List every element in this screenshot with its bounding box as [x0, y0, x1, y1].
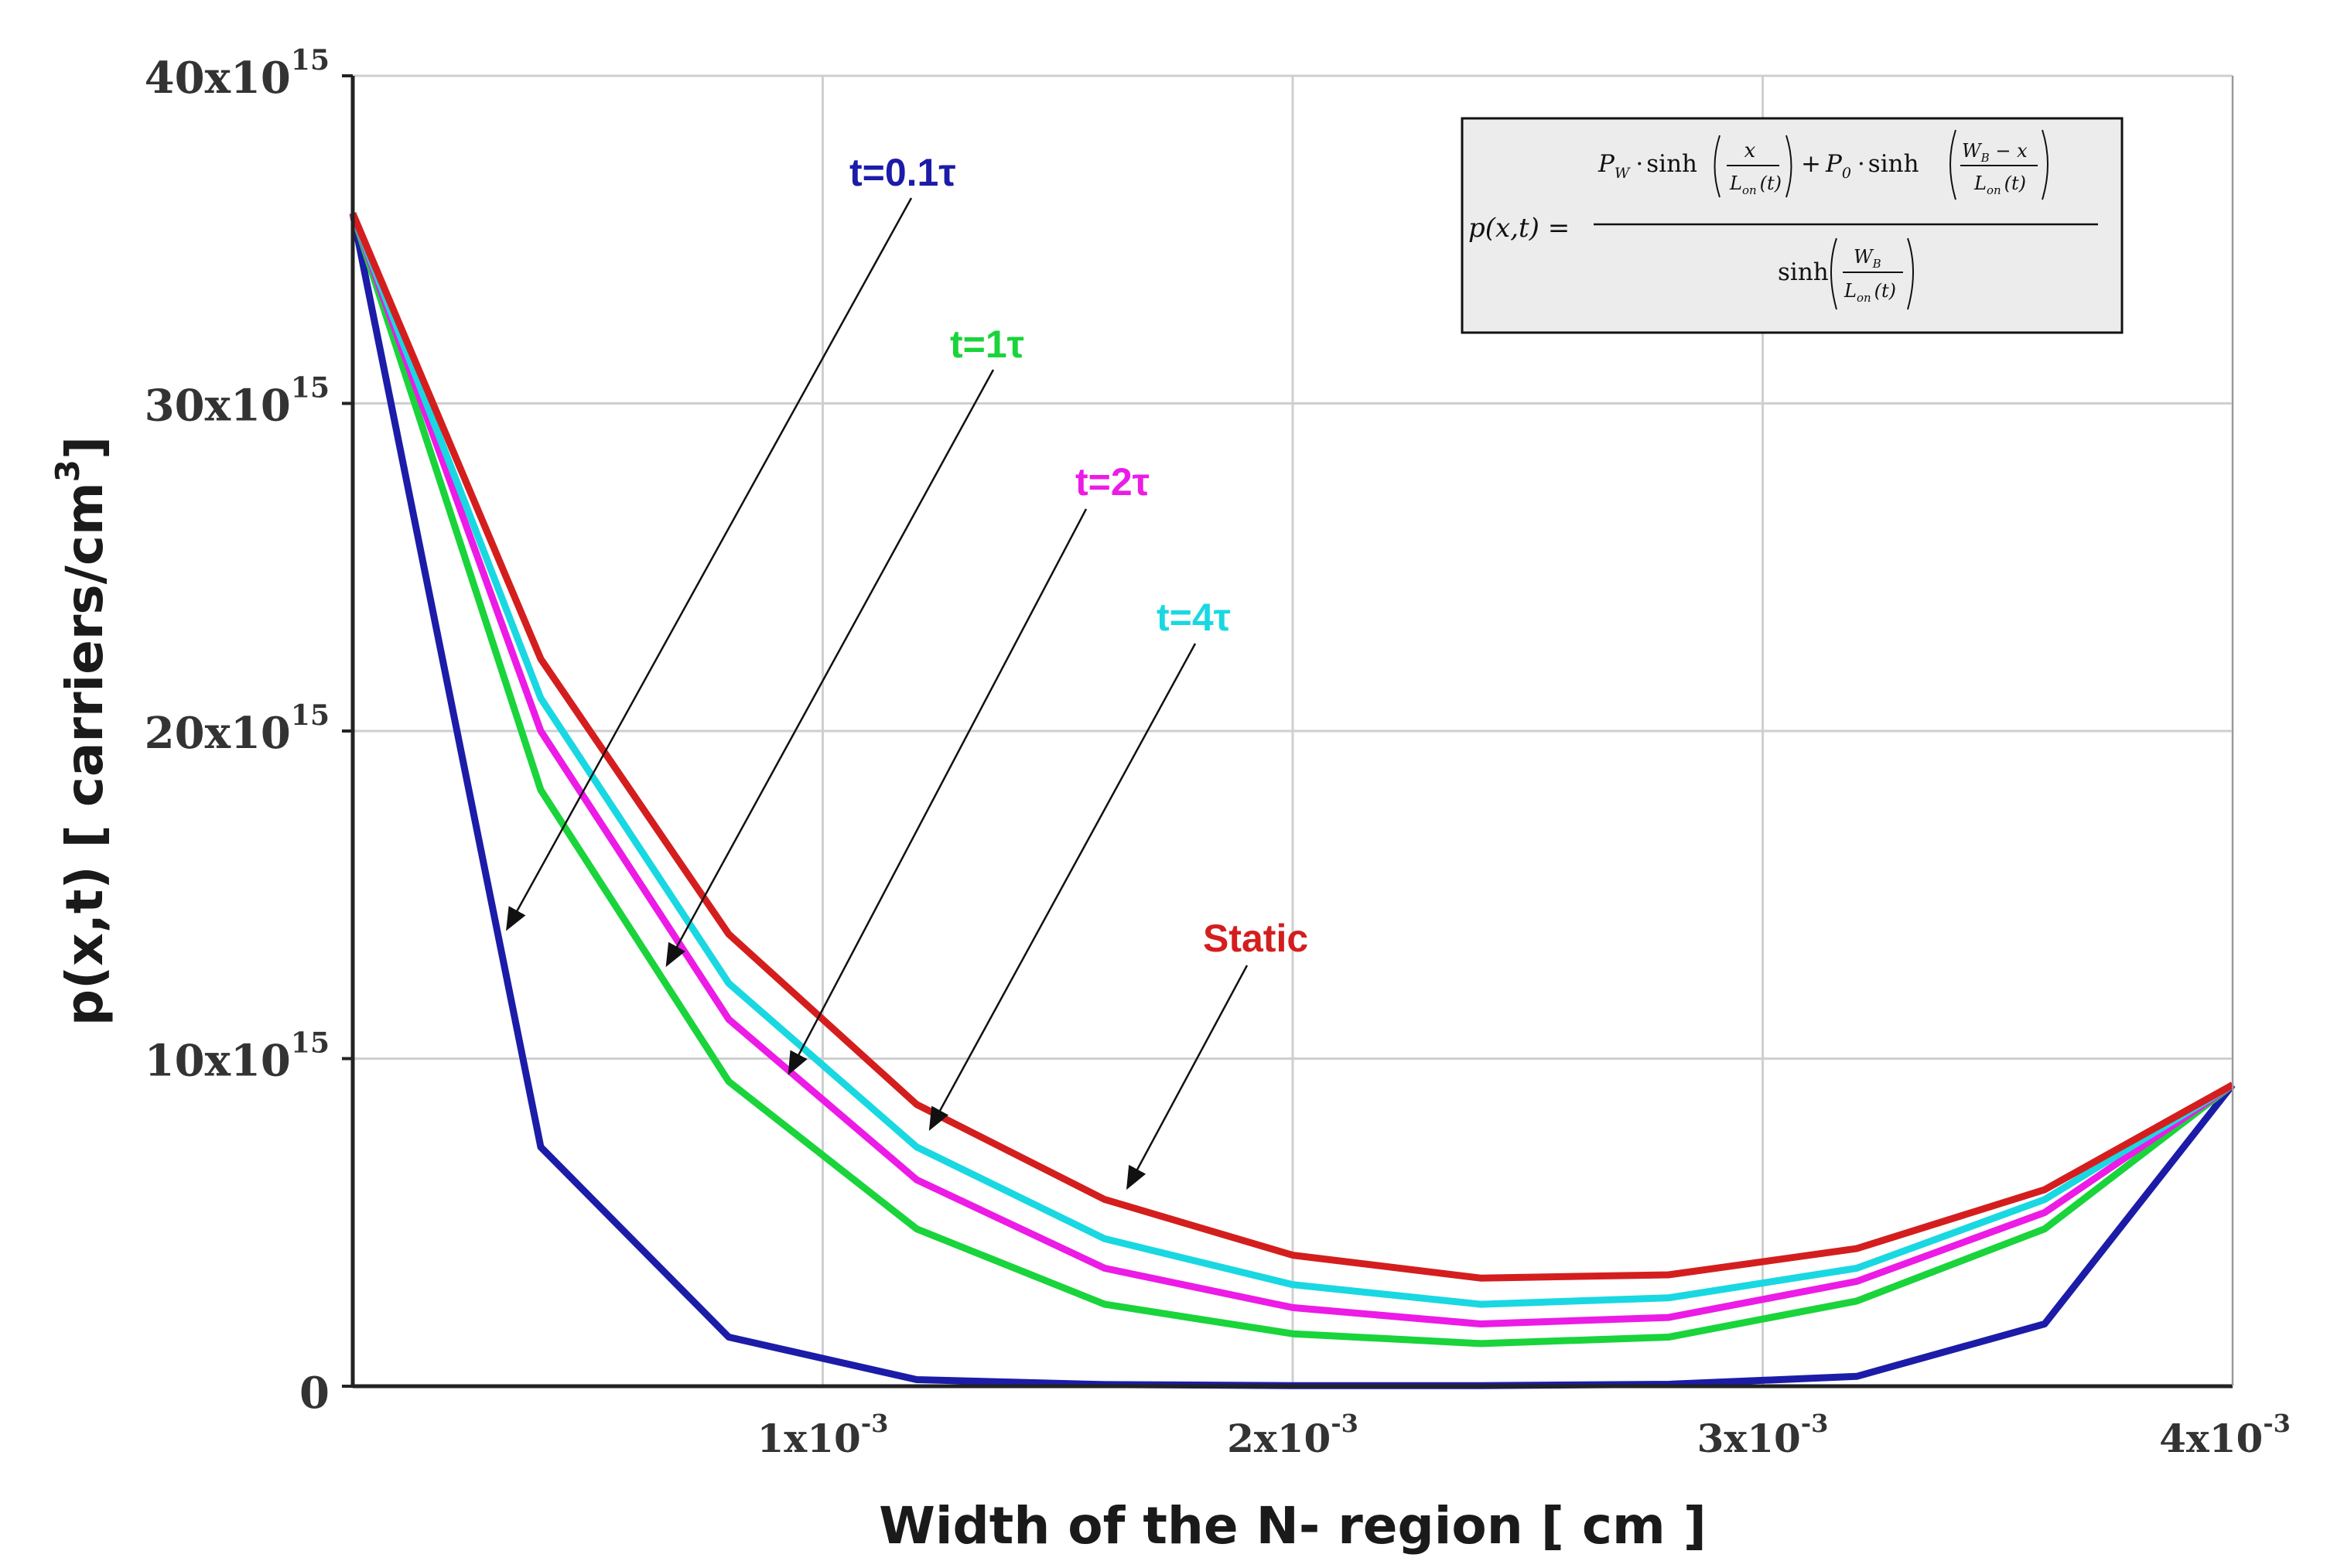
annotations: t=0.1τ t=1τ t=2τ t=4τ Static: [506, 151, 1308, 1191]
formula-term1-sub: W: [1615, 165, 1631, 182]
formula-numerator: PW · sinh x Lon (t) + P0 · sinh WB − x Lon (t): [1597, 129, 2049, 200]
annotation-arrow: [788, 508, 1088, 1075]
formula-term1-den: Lon (t): [1729, 173, 1782, 197]
y-tick-label: 40x1015: [145, 44, 330, 104]
series-line-t-2-: [349, 212, 2235, 1327]
annotation-label: Static: [1203, 917, 1308, 960]
formula-den-num: WB: [1854, 246, 1881, 271]
formula-background: [1461, 117, 2124, 334]
annotation-label: t=2τ: [1075, 460, 1150, 504]
formula-paren-right-2: [2042, 129, 2049, 200]
y-tick-label: 20x1015: [145, 699, 330, 759]
y-axis-label: p(x,t) [ carriers/cm3]: [49, 436, 114, 1026]
x-axis-label: Width of the N- region [ cm ]: [879, 1496, 1707, 1556]
tick-labels: 0 10x1015 20x1015 30x1015 40x1015 1x10-3 2x10-…: [145, 44, 2291, 1461]
series-line-t-1-: [349, 212, 2235, 1348]
formula-paren-left-2: [1949, 129, 1956, 200]
formula-box: p(x,t) = PW · sinh x Lon (t) + P0 · sinh WB − …: [1461, 117, 2124, 334]
x-tick-label: 4x10-3: [2159, 1409, 2291, 1461]
y-tick-label: 0: [299, 1368, 330, 1419]
y-tick-label: 10x1015: [145, 1027, 330, 1087]
formula-plus: +: [1801, 150, 1821, 178]
annotation-arrow: [665, 369, 995, 968]
formula-paren-left-1: [1714, 135, 1720, 198]
x-tick-label: 1x10-3: [757, 1409, 889, 1461]
formula-term1-num: x: [1744, 139, 1756, 162]
x-tick-label: 2x10-3: [1227, 1409, 1358, 1461]
formula-paren-right-3: [1907, 237, 1914, 310]
y-tick-label: 30x1015: [145, 372, 330, 432]
formula-term1-coef: P: [1597, 150, 1615, 178]
formula-lhs: p(x,t) =: [1468, 213, 1570, 244]
formula-denominator: sinh WB Lon (t): [1778, 237, 1914, 310]
series-line-t-4-: [349, 212, 2235, 1308]
formula-den-den: Lon (t): [1843, 280, 1896, 305]
annotation-arrow: [928, 643, 1197, 1131]
annotation-label: t=4τ: [1157, 596, 1231, 639]
series-layer: [349, 212, 2236, 1389]
annotation-arrow: [506, 197, 913, 931]
formula-term2-den: Lon (t): [1973, 173, 2026, 197]
svg-text:+P0·sinh: + P0 · sinh: [1801, 150, 1919, 182]
formula-term2-num: WB − x: [1962, 140, 2028, 165]
series-line-static: [349, 212, 2235, 1282]
x-tick-label: 3x10-3: [1697, 1409, 1829, 1461]
y-axis-label-superscript: 3: [49, 459, 87, 482]
annotation-label: t=0.1τ: [849, 151, 956, 194]
annotation-arrow: [1126, 965, 1249, 1191]
formula-paren-right-1: [1785, 135, 1792, 198]
formula-paren-left-3: [1830, 237, 1837, 310]
formula-term2-sub: 0: [1842, 165, 1851, 182]
annotation-label: t=1τ: [950, 323, 1024, 366]
formula-den-sinh: sinh: [1778, 258, 1829, 286]
svg-text:PW·sinh: PW · sinh: [1597, 150, 1697, 182]
formula-term2-coef: P: [1825, 150, 1843, 178]
